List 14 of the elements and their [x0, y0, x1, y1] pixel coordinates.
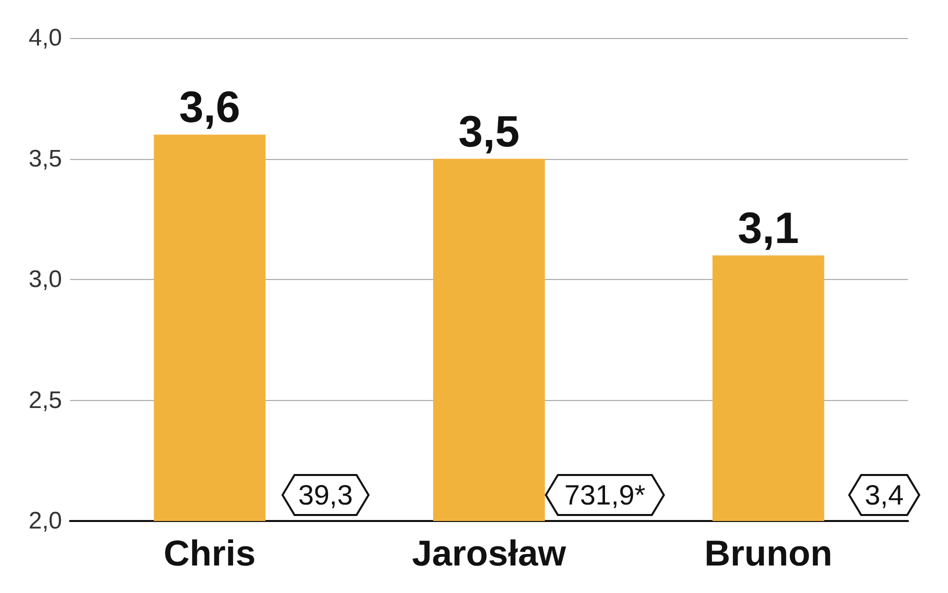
x-tick-label: Chris: [164, 532, 256, 574]
annotation: 3,4: [864, 480, 904, 510]
y-tick-label: 4,0: [28, 24, 62, 52]
data-label: 3,5: [458, 107, 520, 156]
annotation: 731,9*: [564, 480, 646, 510]
y-tick-label: 3,5: [28, 145, 62, 172]
x-tick-label: Jarosław: [412, 532, 568, 574]
annotation: 39,3: [298, 480, 353, 510]
data-label: 3,1: [738, 204, 799, 253]
x-tick-label: Brunon: [704, 532, 832, 574]
y-tick-label: 3,0: [28, 266, 62, 293]
y-tick-label: 2,0: [28, 508, 62, 534]
y-tick-label: 2,5: [28, 386, 62, 414]
data-label: 3,6: [179, 83, 240, 132]
